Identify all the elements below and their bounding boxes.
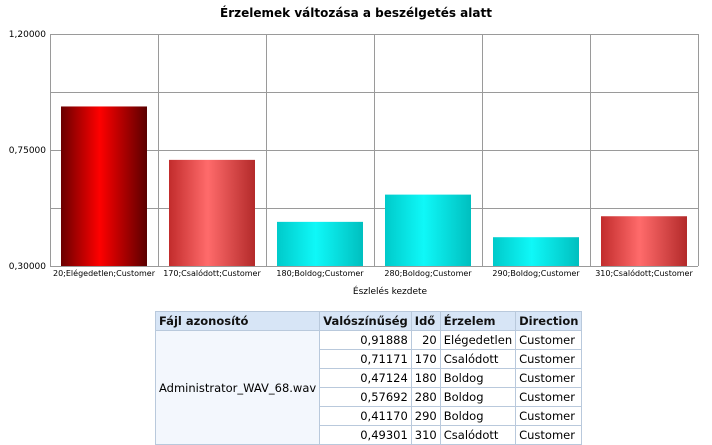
x-tick-label: 180;Boldog;Customer bbox=[276, 269, 364, 278]
data-table: Fájl azonosító Valószínűség Idő Érzelem … bbox=[154, 311, 583, 445]
y-tick-label: 1,20000 bbox=[9, 30, 46, 40]
direction-cell: Customer bbox=[515, 425, 583, 445]
x-tick-label: 310;Csalódott;Customer bbox=[595, 268, 693, 278]
bar bbox=[277, 221, 363, 266]
direction-cell: Customer bbox=[515, 349, 583, 369]
time-cell: 280 bbox=[410, 387, 441, 407]
emotion-cell: Boldog bbox=[439, 387, 517, 407]
column-header-probability: Valószínűség bbox=[319, 311, 412, 331]
bar bbox=[493, 237, 579, 266]
direction-cell: Customer bbox=[515, 406, 583, 426]
chart-grid bbox=[50, 34, 699, 267]
bar bbox=[601, 216, 687, 266]
emotion-cell: Csalódott bbox=[439, 425, 517, 445]
x-tick-label: 280;Boldog;Customer bbox=[384, 269, 472, 278]
column-header-time: Idő bbox=[410, 311, 441, 331]
chart-labels: 1,20000 0,75000 0,30000 20;Elégedetlen;Cust… bbox=[9, 30, 694, 278]
chart-bars bbox=[61, 106, 687, 266]
table-row: 0,47124 180 Boldog Customer bbox=[156, 368, 583, 388]
probability-cell: 0,71171 bbox=[319, 349, 412, 369]
probability-cell: 0,91888 bbox=[319, 330, 412, 350]
time-cell: 290 bbox=[410, 406, 441, 426]
y-tick-label: 0,75000 bbox=[9, 146, 46, 156]
probability-cell: 0,47124 bbox=[319, 368, 412, 388]
emotion-cell: Boldog bbox=[439, 406, 517, 426]
probability-cell: 0,49301 bbox=[319, 425, 412, 445]
emotion-cell: Elégedetlen bbox=[439, 330, 517, 350]
bar-chart: 1,20000 0,75000 0,30000 20;Elégedetlen;Cust… bbox=[9, 30, 699, 278]
table-row: 0,57692 280 Boldog Customer bbox=[156, 387, 583, 407]
time-cell: 310 bbox=[410, 425, 441, 445]
column-header-file-id: Fájl azonosító bbox=[154, 311, 321, 331]
direction-cell: Customer bbox=[515, 368, 583, 388]
probability-cell: 0,41170 bbox=[319, 406, 412, 426]
table-row: Administrator_WAV_68.wav 0,91888 20 Elég… bbox=[154, 330, 583, 445]
bar bbox=[61, 106, 147, 266]
table-header-row: Fájl azonosító Valószínűség Idő Érzelem … bbox=[154, 311, 583, 331]
bar bbox=[385, 194, 471, 266]
chart-title: Érzelemek változása a beszélgetés alatt bbox=[220, 6, 492, 20]
x-tick-label: 170;Csalódott;Customer bbox=[163, 268, 261, 278]
probability-cell: 0,57692 bbox=[319, 387, 412, 407]
file-id-cell: Administrator_WAV_68.wav bbox=[154, 330, 321, 445]
x-axis-label: Észlelés kezdete bbox=[352, 287, 428, 297]
x-tick-label: 290;Boldog;Customer bbox=[492, 269, 580, 278]
y-tick-label: 0,30000 bbox=[9, 262, 46, 272]
bar bbox=[169, 159, 255, 266]
time-cell: 170 bbox=[410, 349, 441, 369]
direction-cell: Customer bbox=[515, 330, 583, 350]
emotion-cell: Csalódott bbox=[439, 349, 517, 369]
x-tick-label: 20;Elégedetlen;Customer bbox=[53, 268, 156, 278]
table-row: 0,71171 170 Csalódott Customer bbox=[156, 349, 583, 369]
column-header-direction: Direction bbox=[515, 311, 583, 331]
time-cell: 180 bbox=[410, 368, 441, 388]
direction-cell: Customer bbox=[515, 387, 583, 407]
emotion-cell: Boldog bbox=[439, 368, 517, 388]
column-header-emotion: Érzelem bbox=[439, 311, 517, 331]
time-cell: 20 bbox=[410, 330, 441, 350]
